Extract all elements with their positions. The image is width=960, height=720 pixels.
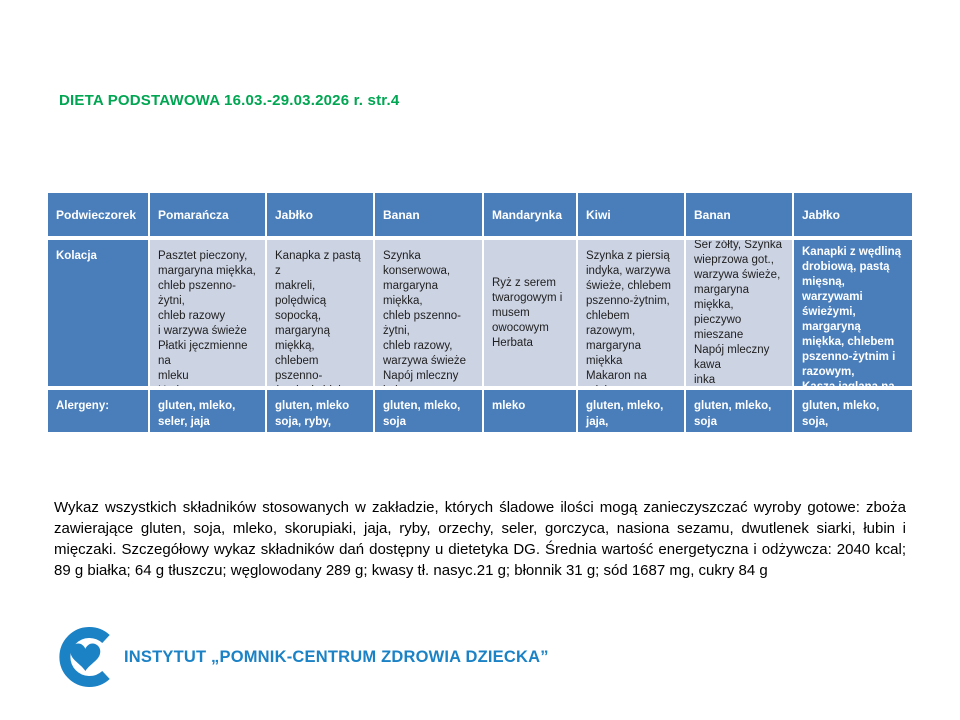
header-cell: Jabłko (267, 193, 373, 236)
alergeny-cell: mleko (484, 390, 576, 432)
heart-in-c-logo-icon (57, 626, 115, 688)
kolacja-cell: Kanapka z pastą z makreli, polędwicą sop… (267, 240, 373, 386)
alergeny-cell: gluten, mleko, jaja, soja (578, 390, 684, 432)
row-label-podwieczorek: Podwieczorek (48, 193, 148, 236)
diet-menu-table: Podwieczorek Pomarańcza Jabłko Banan Man… (48, 193, 912, 432)
alergeny-cell: gluten, mleko, seler, jaja (150, 390, 265, 432)
kolacja-cell: Ryż z serem twarogowym i musem owocowym … (484, 240, 576, 386)
page-title: DIETA PODSTAWOWA 16.03.-29.03.2026 r. st… (59, 92, 400, 109)
row-label-kolacja: Kolacja (48, 240, 148, 386)
allergen-disclaimer-text: Wykaz wszystkich składników stosowanych … (54, 499, 906, 579)
alergeny-cell: gluten, mleko, soja, seler, jaja (794, 390, 912, 432)
kolacja-cell: Szynka z piersią indyka, warzywa świeże,… (578, 240, 684, 386)
kolacja-cell-highlight: Kanapki z wędliną drobiową, pastą mięsną… (794, 240, 912, 386)
header-cell: Kiwi (578, 193, 684, 236)
institute-logo-text: INSTYTUT „POMNIK-CENTRUM ZDROWIA DZIECKA… (124, 647, 549, 666)
row-label-alergeny: Alergeny: (48, 390, 148, 432)
header-cell: Jabłko (794, 193, 912, 236)
header-cell: Mandarynka (484, 193, 576, 236)
header-cell: Pomarańcza (150, 193, 265, 236)
alergeny-cell: gluten, mleko, soja (686, 390, 792, 432)
institute-logo: INSTYTUT „POMNIK-CENTRUM ZDROWIA DZIECKA… (57, 626, 549, 688)
alergeny-cell: gluten, mleko, soja (375, 390, 482, 432)
header-cell: Banan (686, 193, 792, 236)
alergeny-cell: gluten, mleko soja, ryby, gorczyca (267, 390, 373, 432)
kolacja-cell: Ser żółty, Szynka wieprzowa got., warzyw… (686, 240, 792, 386)
kolacja-cell: Pasztet pieczony, margaryna miękka, chle… (150, 240, 265, 386)
header-cell: Banan (375, 193, 482, 236)
kolacja-cell: Szynka konserwowa, margaryna miękka, chl… (375, 240, 482, 386)
